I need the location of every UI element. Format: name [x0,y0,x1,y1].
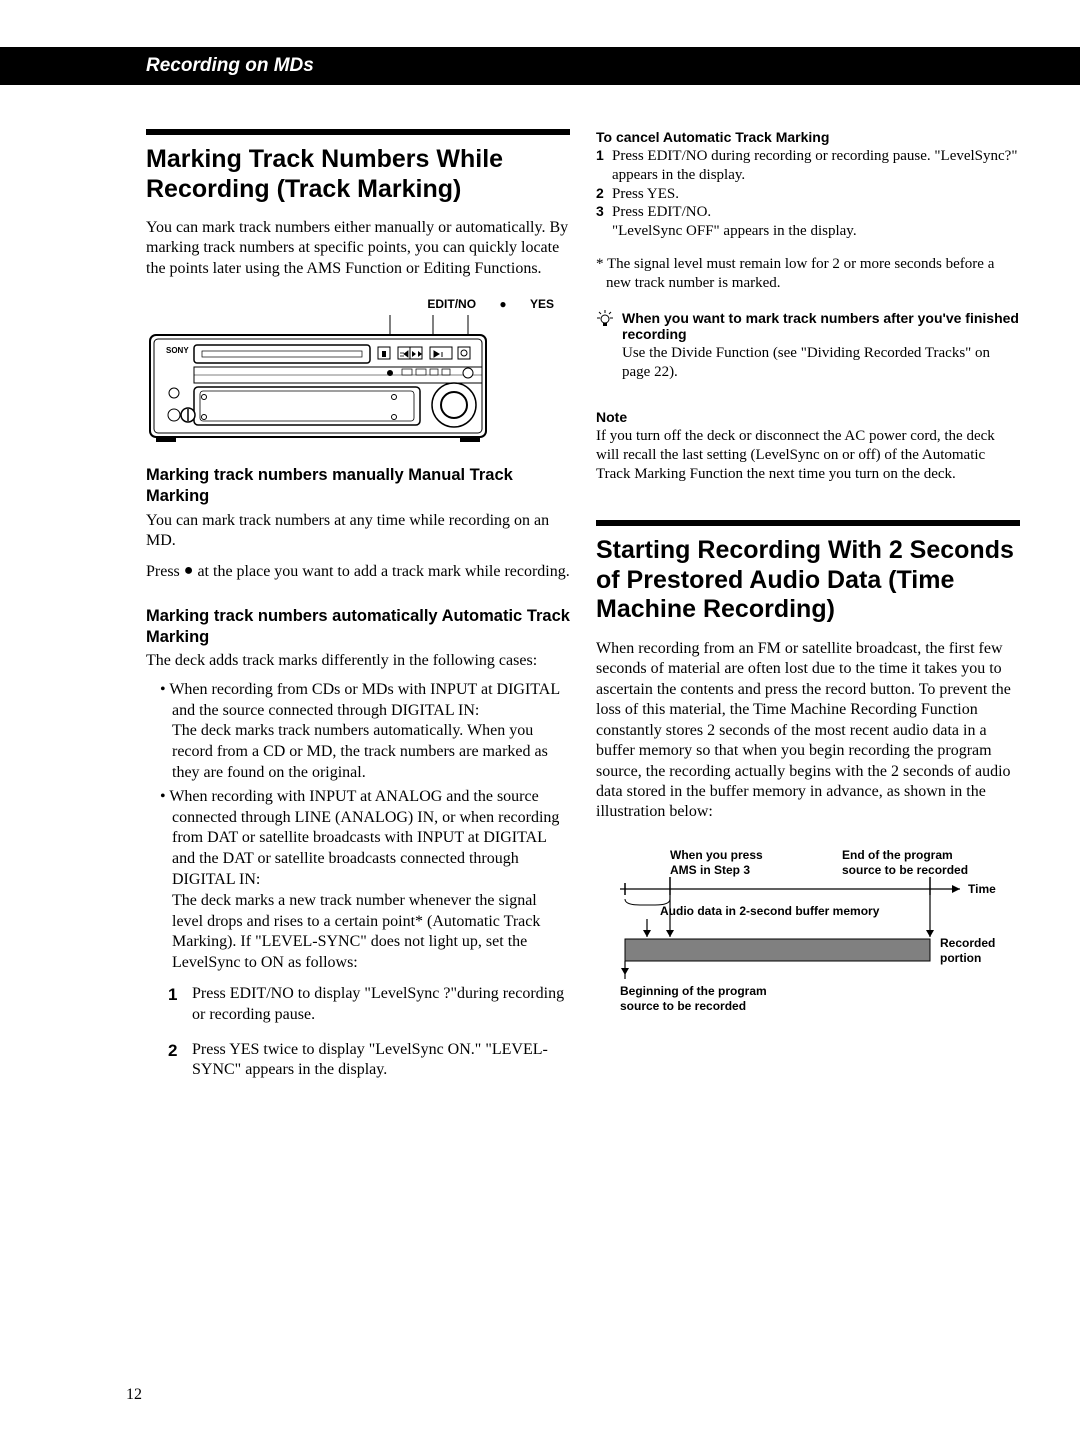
deck-illustration: EDIT/NO ● YES SONY [146,297,570,445]
auto-bullet-2: When recording with INPUT at ANALOG and … [160,787,570,974]
step-1: 1 Press EDIT/NO to display "LevelSync ?"… [168,984,570,1026]
section-rule [146,129,570,135]
svg-text:When you press: When you press [670,848,763,862]
cancel-step-3: 3 Press EDIT/NO. "LevelSync OFF" appears… [596,203,1020,241]
page-number: 12 [126,1386,142,1404]
section-rule-2 [596,520,1020,526]
record-dot-icon: ● [184,562,194,579]
svg-text:Time: Time [968,882,996,896]
right-column: To cancel Automatic Track Marking 1 Pres… [596,129,1020,1095]
md-deck-diagram: SONY [146,315,490,445]
deck-callout-labels: EDIT/NO ● YES [146,297,570,311]
manual-p1: You can mark track numbers at any time w… [146,511,570,552]
label-yes: YES [530,297,554,311]
cancel-step-1: 1 Press EDIT/NO during recording or reco… [596,147,1020,185]
svg-text:SONY: SONY [166,346,189,355]
footnote: * The signal level must remain low for 2… [596,255,1020,293]
section2-heading: Starting Recording With 2 Seconds of Pre… [596,536,1020,625]
svg-text:Beginning of the program: Beginning of the program [620,984,767,998]
auto-bullet-1: When recording from CDs or MDs with INPU… [160,680,570,784]
timeline-diagram: When you press AMS in Step 3 End of the … [610,847,1020,1032]
note-block: Note If you turn off the deck or disconn… [596,409,1020,485]
lightbulb-icon [596,310,616,390]
label-dot: ● [499,297,506,311]
auto-bullet-list: When recording from CDs or MDs with INPU… [160,680,570,974]
page-content: Marking Track Numbers While Recording (T… [0,85,1080,1095]
svg-text:source to be recorded: source to be recorded [842,863,968,877]
tip-heading: When you want to mark track numbers afte… [622,310,1020,342]
svg-text:Recorded: Recorded [940,936,995,950]
step-2: 2 Press YES twice to display "LevelSync … [168,1040,570,1082]
section-heading: Marking Track Numbers While Recording (T… [146,145,570,204]
tip-text: Use the Divide Function (see "Dividing R… [622,344,1020,382]
note-text: If you turn off the deck or disconnect t… [596,427,1020,485]
cancel-heading: To cancel Automatic Track Marking [596,129,1020,145]
levelsync-steps: 1 Press EDIT/NO to display "LevelSync ?"… [168,984,570,1081]
manual-p2: Press ● at the place you want to add a t… [146,562,570,582]
svg-text:End of the program: End of the program [842,848,953,862]
label-edit-no: EDIT/NO [427,297,476,311]
svg-text:AMS in Step 3: AMS in Step 3 [670,863,750,877]
tip-block: When you want to mark track numbers afte… [596,310,1020,390]
auto-intro: The deck adds track marks differently in… [146,651,570,671]
subheading-auto: Marking track numbers automatically Auto… [146,606,570,647]
note-heading: Note [596,409,1020,425]
left-column: Marking Track Numbers While Recording (T… [146,129,570,1095]
subheading-manual: Marking track numbers manually Manual Tr… [146,465,570,506]
svg-text:portion: portion [940,951,981,965]
cancel-step-2: 2 Press YES. [596,185,1020,204]
svg-text:source to be recorded: source to be recorded [620,999,746,1013]
intro-text: You can mark track numbers either manual… [146,218,570,279]
section2-text: When recording from an FM or satellite b… [596,639,1020,823]
cancel-steps: 1 Press EDIT/NO during recording or reco… [596,147,1020,241]
chapter-header: Recording on MDs [0,47,1080,85]
svg-text:Audio data in 2-second buffer: Audio data in 2-second buffer memory [660,904,880,918]
chapter-title: Recording on MDs [146,55,314,76]
